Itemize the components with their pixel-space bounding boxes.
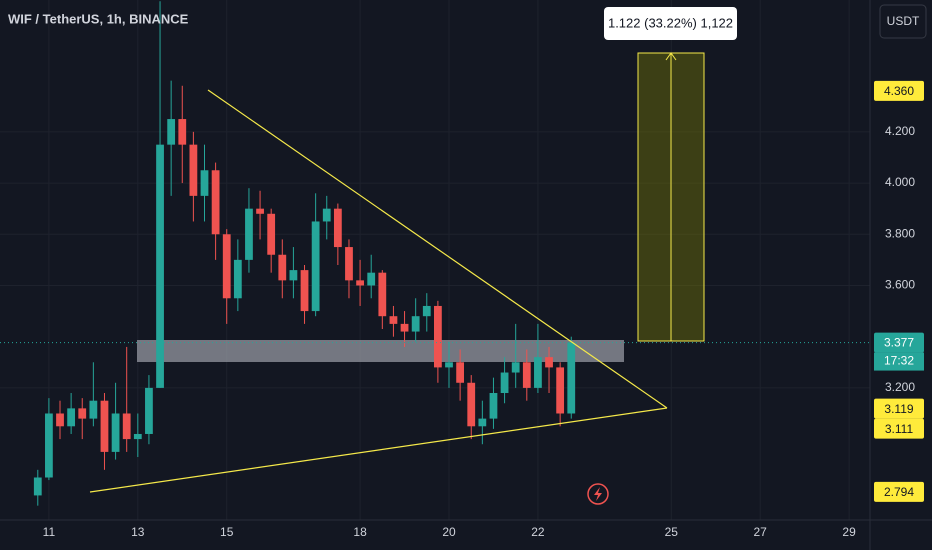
price-label: 2.794 <box>884 485 914 499</box>
candle-body <box>311 221 320 312</box>
measure-arrow-head <box>665 52 677 61</box>
candle-body <box>445 362 453 368</box>
price-label-box <box>874 481 924 502</box>
x-tick-label: 29 <box>842 525 856 539</box>
candle-body <box>78 408 87 419</box>
candle-body <box>167 119 176 145</box>
x-tick-label: 20 <box>442 525 456 539</box>
candle-body <box>200 170 209 196</box>
candle-body <box>367 272 376 286</box>
x-tick-label: 11 <box>43 525 56 539</box>
candle-body <box>222 234 231 299</box>
candles <box>0 1 870 506</box>
candle-body <box>422 305 431 317</box>
candle-body <box>534 357 542 388</box>
candle-body <box>67 408 76 427</box>
candle-body <box>300 270 309 312</box>
price-label-box <box>874 80 924 101</box>
candle-body <box>111 413 120 452</box>
measure-label-box <box>604 7 737 40</box>
y-tick-label: 4.000 <box>885 175 915 189</box>
candle-body <box>411 316 420 332</box>
countdown-box <box>874 352 924 371</box>
candle-body <box>45 413 53 478</box>
candle-body <box>322 208 331 222</box>
candle-body <box>545 357 553 368</box>
candle-body <box>145 387 153 434</box>
candle-body <box>467 382 476 427</box>
candle-body <box>56 413 64 427</box>
x-tick-label: 18 <box>353 525 367 539</box>
candle-body <box>378 272 387 317</box>
measure-label: 1.122 (33.22%) 1,122 <box>608 15 733 30</box>
candle-body <box>478 418 487 427</box>
candle-body <box>89 400 98 419</box>
candle-body <box>489 393 498 419</box>
candle-body <box>400 323 409 332</box>
candle-body <box>433 305 442 368</box>
alert-icon-bolt <box>594 487 602 501</box>
price-label: 3.111 <box>885 422 914 436</box>
price-label: 3.377 <box>884 336 914 350</box>
alert-icon[interactable] <box>587 483 609 505</box>
countdown: 17:32 <box>884 354 914 368</box>
price-label-box <box>874 332 924 353</box>
y-tick-label: 4.200 <box>885 124 915 138</box>
candle-body <box>345 247 353 281</box>
chart-title: WIF / TetherUS, 1h, BINANCE <box>8 11 189 26</box>
candle-body <box>522 362 531 388</box>
candle-body <box>511 362 520 373</box>
candle-body <box>356 280 364 286</box>
trendline-upper <box>207 89 668 409</box>
candle-body <box>133 433 142 440</box>
price-label: 3.119 <box>884 402 913 416</box>
currency-label: USDT <box>887 14 920 28</box>
price-label-box <box>874 398 924 419</box>
y-tick-label: 3.600 <box>885 278 915 292</box>
candle-body <box>567 342 576 414</box>
candle-body <box>211 170 220 235</box>
x-tick-label: 27 <box>754 525 768 539</box>
candle-body <box>233 259 242 299</box>
x-tick-label: 22 <box>531 525 545 539</box>
labels: 4.200 4.000 3.800 3.600 3.200 11 13 15 18 20 22 25 2… <box>43 80 924 539</box>
y-tick-label: 3.200 <box>885 380 915 394</box>
currency-button[interactable] <box>879 4 927 39</box>
candle-body <box>178 119 187 145</box>
candle-body <box>278 254 287 281</box>
candle-body <box>33 477 42 496</box>
support-zone <box>137 340 624 362</box>
price-label: 4.360 <box>884 84 914 98</box>
candle-body <box>500 372 509 394</box>
candle-body <box>456 362 465 383</box>
candle-body <box>289 270 298 281</box>
trendline-lower <box>89 407 668 493</box>
x-tick-label: 25 <box>665 525 679 539</box>
candle-body <box>556 367 565 414</box>
x-tick-label: 15 <box>220 525 234 539</box>
candle-body <box>389 316 398 324</box>
candle-body <box>333 208 342 248</box>
candle-body <box>267 213 276 255</box>
candle-body <box>100 400 109 452</box>
candle-body <box>245 208 253 260</box>
candle-body <box>256 208 264 214</box>
price-label-box <box>874 418 924 439</box>
candle-body <box>156 144 164 388</box>
y-tick-label: 3.800 <box>885 226 915 240</box>
candle-body <box>189 144 198 196</box>
x-tick-label: 13 <box>131 525 145 539</box>
candle-body <box>122 413 131 440</box>
